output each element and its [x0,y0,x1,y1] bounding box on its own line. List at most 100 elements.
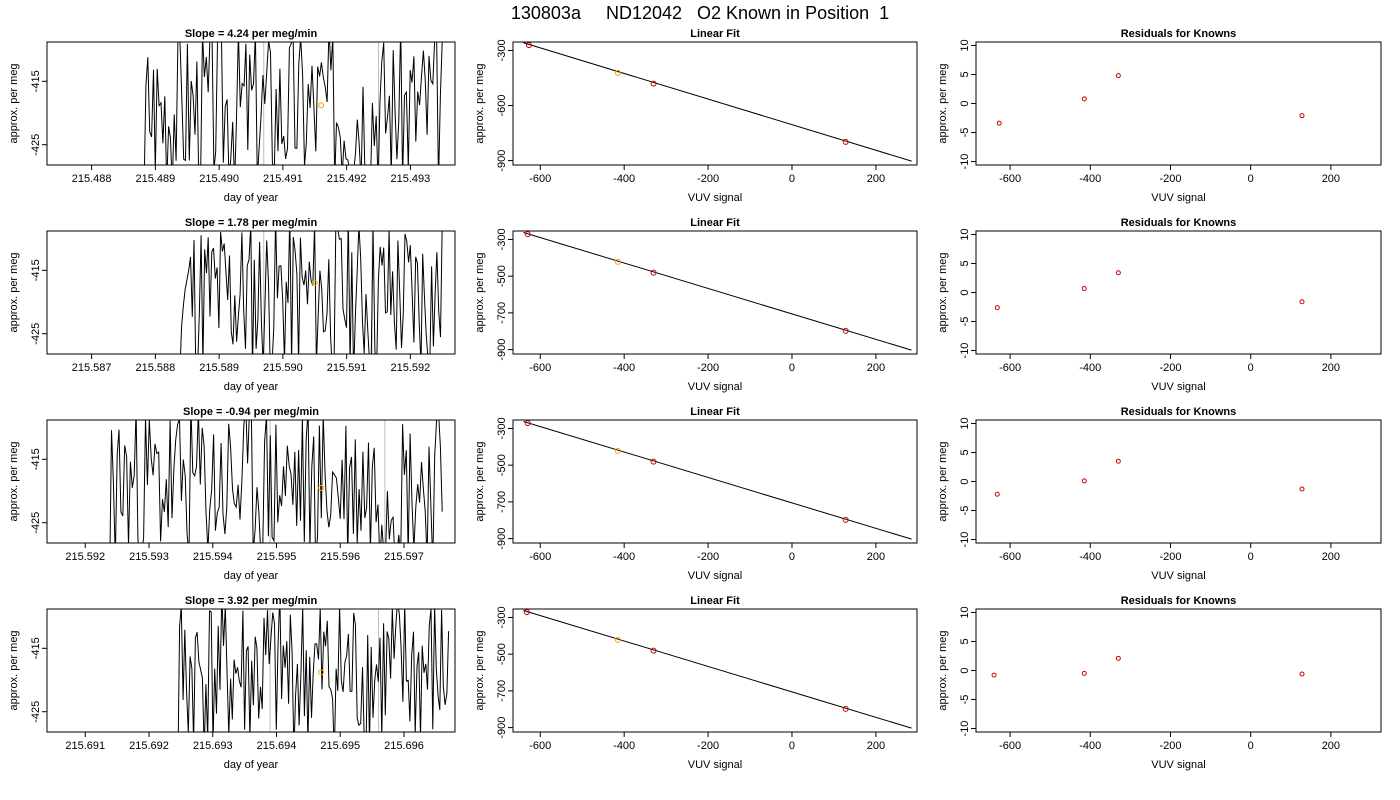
x-tick-label: -200 [1159,740,1181,752]
x-tick-label: 215.594 [193,551,233,563]
panel-title: Slope = -0.94 per meg/min [183,406,319,418]
y-tick-label: -700 [496,680,508,702]
x-tick-label: -400 [613,362,635,374]
fit-line [523,420,912,540]
signal-trace [177,609,450,732]
x-tick-label: 215.493 [390,173,430,185]
y-axis-label: approx. per meg [8,441,20,521]
plot-frame [975,608,1382,733]
x-tick-label: 0 [789,173,795,185]
y-tick-label: -415 [30,448,42,470]
panel-time-series: Slope = 3.92 per meg/min 215.691 215.692 21… [8,595,456,771]
x-tick-label: 215.597 [384,551,424,563]
fit-line [523,42,912,162]
plot-area [994,270,1305,311]
highlight-point [318,484,325,491]
panel-residuals: Residuals for Knowns -600 -400 -200 0 200 10 5 0… [937,28,1382,204]
plot-area [996,73,1305,126]
x-tick-label: -200 [697,551,719,563]
residual-point [1299,671,1305,677]
plot-area [994,458,1305,497]
x-tick-label: 200 [1322,173,1340,185]
y-tick-label: -300 [496,228,508,250]
data-point [525,42,532,49]
data-point [842,705,849,712]
y-tick-label: -415 [30,70,42,92]
panel-linear-fit: Linear Fit -600 -400 -200 0 200 -300 -500 -700 -9… [474,217,918,393]
y-tick-label: 5 [959,260,971,266]
residual-point [994,491,1000,497]
panel-title: Linear Fit [690,595,740,607]
plot-area [177,609,450,732]
y-tick-label: -415 [30,259,42,281]
y-tick-label: -700 [496,302,508,324]
panel-title: Slope = 4.24 per meg/min [185,28,318,40]
x-tick-label: -200 [697,362,719,374]
data-point [650,269,657,276]
x-tick-label: -600 [999,740,1021,752]
panel-residuals: Residuals for Knowns -600 -400 -200 0 200 10 5 0… [937,217,1382,393]
x-tick-label: -200 [1159,173,1181,185]
x-tick-label: -400 [1079,551,1101,563]
plot-area [523,420,912,540]
y-tick-label: -5 [959,695,971,705]
residual-point [994,305,1000,311]
x-tick-label: -600 [529,173,551,185]
x-tick-label: -600 [999,551,1021,563]
x-axis-label: VUV signal [1151,759,1205,771]
y-tick-label: -425 [30,512,42,534]
fit-line [523,609,912,729]
x-tick-label: -400 [1079,173,1101,185]
x-tick-label: 215.491 [263,173,303,185]
data-point [842,327,849,334]
panel-time-series: Slope = 1.78 per meg/min 215.587 215.588 21… [8,217,456,393]
panel-title: Slope = 1.78 per meg/min [185,217,318,229]
panel-title: Linear Fit [690,406,740,418]
y-tick-label: -900 [496,150,508,172]
panel-title: Slope = 3.92 per meg/min [185,595,318,607]
y-axis-label: approx. per meg [474,630,486,710]
y-axis-label: approx. per meg [937,630,949,710]
y-tick-label: 10 [959,228,971,240]
x-tick-label: 215.695 [320,740,360,752]
x-tick-label: -400 [1079,740,1101,752]
y-tick-label: -500 [496,265,508,287]
y-tick-label: -500 [496,454,508,476]
panel-title: Residuals for Knowns [1121,595,1237,607]
y-tick-label: -10 [959,532,971,548]
x-tick-label: 215.587 [72,362,112,374]
y-tick-label: 0 [959,667,971,673]
y-axis-label: approx. per meg [474,441,486,521]
panel-title: Linear Fit [690,28,740,40]
residual-point [1299,486,1305,492]
panel-time-series: Slope = 4.24 per meg/min 215.488 215.489 21… [8,28,456,204]
residual-point [991,672,997,678]
residual-point [1299,113,1305,119]
panel-title: Linear Fit [690,217,740,229]
x-axis-label: VUV signal [1151,381,1205,393]
y-tick-label: 10 [959,417,971,429]
x-tick-label: 215.592 [65,551,105,563]
signal-trace [144,42,443,165]
panel-linear-fit: Linear Fit -600 -400 -200 0 200 -300 -500 -700 -9… [474,595,918,771]
y-axis-label: approx. per meg [8,252,20,332]
y-tick-label: 10 [959,39,971,51]
x-tick-label: 215.691 [65,740,105,752]
x-tick-label: 200 [867,740,885,752]
x-axis-label: day of year [224,192,279,204]
x-axis-label: VUV signal [1151,192,1205,204]
y-tick-label: -900 [496,339,508,361]
x-tick-label: 200 [867,173,885,185]
panel-title: Residuals for Knowns [1121,406,1237,418]
signal-trace [180,231,443,354]
data-point [650,458,657,465]
y-axis-label: approx. per meg [937,252,949,332]
x-axis-label: day of year [224,759,279,771]
y-tick-label: -300 [496,39,508,61]
x-tick-label: 0 [1248,740,1254,752]
x-axis-label: VUV signal [688,381,742,393]
x-tick-label: 0 [789,740,795,752]
x-tick-label: 200 [1322,362,1340,374]
panel-title: Residuals for Knowns [1121,28,1237,40]
x-tick-label: 215.488 [72,173,112,185]
